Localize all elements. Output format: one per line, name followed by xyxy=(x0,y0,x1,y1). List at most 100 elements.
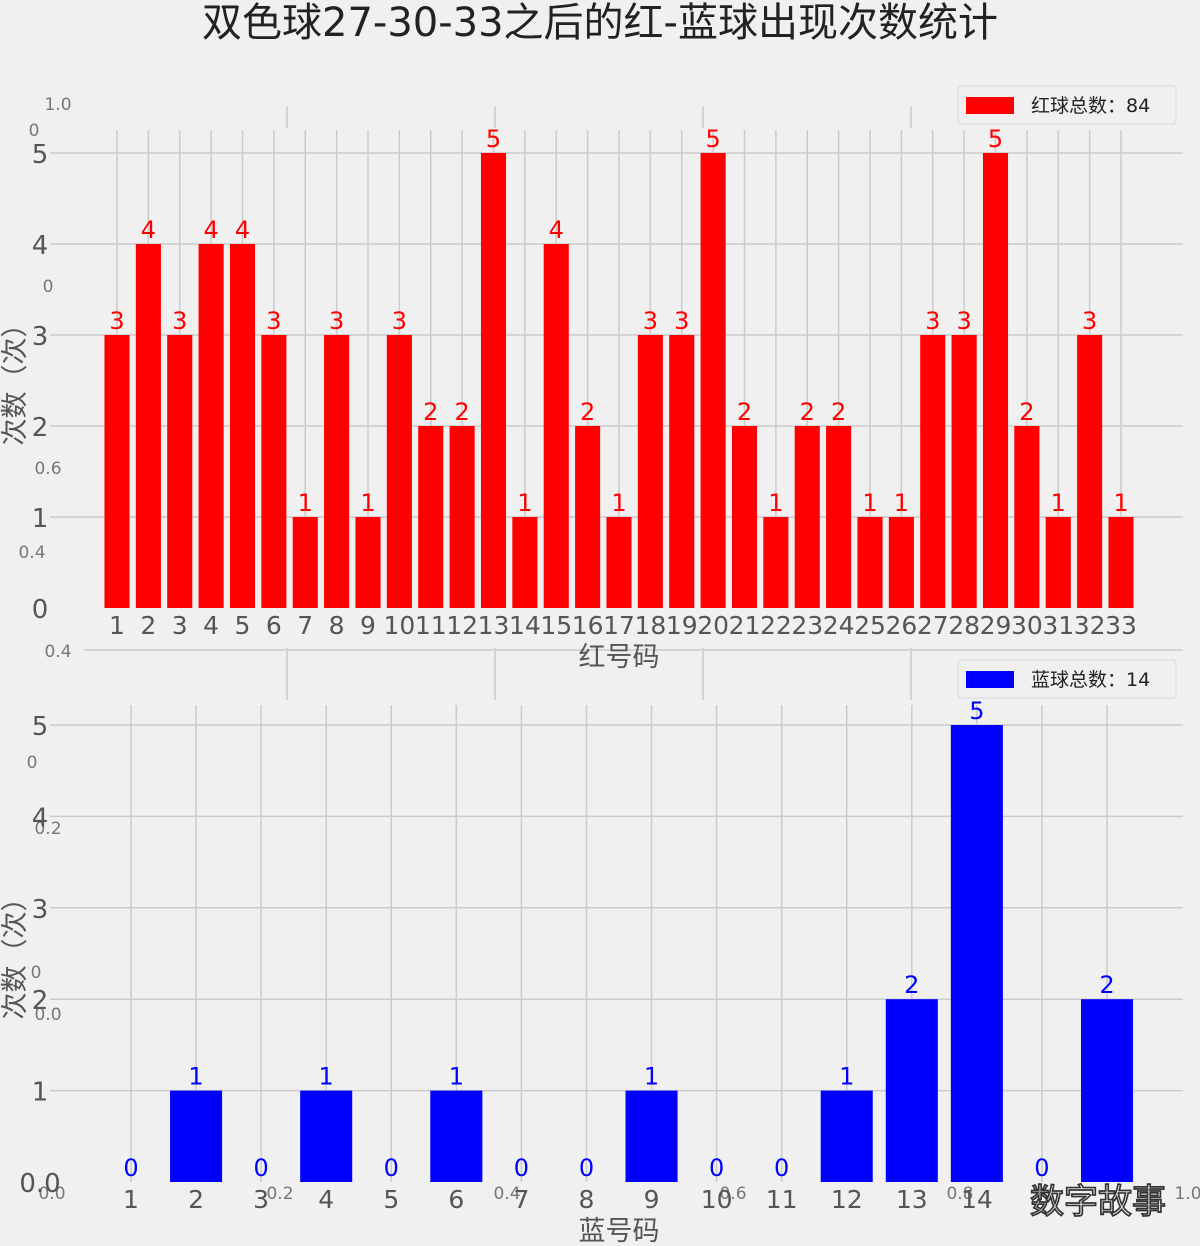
red-x-tick-label: 23 xyxy=(791,611,823,640)
ghost-bottom-tick: 1.0 xyxy=(1174,1184,1200,1204)
blue-data-label: 1 xyxy=(839,1063,854,1091)
blue-y-tick-label: 4 xyxy=(32,803,49,833)
blue-y-axis-label: 次数（次） xyxy=(0,885,31,1020)
red-x-tick-label: 15 xyxy=(540,611,572,640)
ghost-left-tick: 0.0 xyxy=(34,1005,61,1025)
red-data-label: 1 xyxy=(1051,489,1066,517)
blue-x-tick-label: 8 xyxy=(579,1185,595,1214)
red-x-tick-label: 2 xyxy=(140,611,156,640)
red-bar xyxy=(198,244,224,608)
red-chart-bars xyxy=(104,153,1134,608)
red-data-label: 3 xyxy=(1082,307,1097,335)
red-x-tick-label: 3 xyxy=(172,611,188,640)
blue-data-label: 0 xyxy=(774,1154,789,1182)
red-bar xyxy=(418,426,444,608)
red-bar xyxy=(1108,517,1134,608)
blue-x-tick-label: 2 xyxy=(188,1185,204,1214)
red-x-tick-label: 18 xyxy=(634,611,666,640)
red-y-tick-label: 4 xyxy=(32,231,49,261)
red-legend-label: 红球总数：84 xyxy=(1031,95,1150,117)
red-data-label: 2 xyxy=(580,398,595,426)
blue-data-label: 0 xyxy=(1034,1154,1049,1182)
red-y-axis-label: 次数（次） xyxy=(0,311,31,446)
red-x-tick-label: 28 xyxy=(948,611,980,640)
blue-chart-bars xyxy=(170,725,1134,1182)
blue-bar xyxy=(170,1090,223,1182)
red-bar xyxy=(480,153,507,608)
blue-y-tick-label: 5 xyxy=(32,712,49,742)
red-x-tick-label: 10 xyxy=(383,611,415,640)
red-data-label: 3 xyxy=(109,307,124,335)
blue-data-label: 0 xyxy=(579,1154,594,1182)
red-x-tick-label: 19 xyxy=(666,611,698,640)
blue-legend: 蓝球总数：14 xyxy=(957,659,1177,699)
red-y-tick-label: 0 xyxy=(32,595,49,625)
red-data-label: 1 xyxy=(1113,489,1128,517)
ghost-left-tick: 0 xyxy=(31,963,42,983)
blue-legend-swatch xyxy=(966,671,1014,688)
red-data-label: 5 xyxy=(988,125,1003,153)
blue-chart-y-ticks: 0.0 1 2 3 4 5 xyxy=(19,712,60,1199)
red-data-label: 3 xyxy=(392,307,407,335)
blue-x-axis-label: 蓝号码 xyxy=(579,1216,660,1246)
red-data-label: 3 xyxy=(266,307,281,335)
blue-data-label: 2 xyxy=(1099,971,1114,999)
watermark: 数字故事 xyxy=(1030,1182,1166,1222)
red-x-tick-label: 27 xyxy=(917,611,949,640)
red-x-tick-label: 5 xyxy=(235,611,251,640)
red-bar xyxy=(794,426,820,608)
red-bar xyxy=(261,335,287,608)
red-bar xyxy=(575,426,601,608)
red-x-tick-label: 1 xyxy=(109,611,125,640)
red-x-tick-label: 16 xyxy=(572,611,604,640)
red-bar xyxy=(606,517,632,608)
ghost-left-tick: 1.0 xyxy=(44,95,71,115)
red-bar xyxy=(857,517,883,608)
red-data-label: 2 xyxy=(423,398,438,426)
red-data-label: 1 xyxy=(517,489,532,517)
red-data-label: 1 xyxy=(360,489,375,517)
blue-data-label: 2 xyxy=(904,971,919,999)
blue-bar xyxy=(625,1090,678,1182)
blue-x-tick-label: 1 xyxy=(123,1185,139,1214)
blue-x-tick-label: 10 xyxy=(701,1185,733,1214)
ghost-bottom-tick: 0.0 xyxy=(38,1184,65,1204)
red-x-tick-label: 31 xyxy=(1042,611,1074,640)
ghost-bottom-tick: 0.2 xyxy=(266,1184,293,1204)
blue-chart-data-labels: 0 1 0 1 0 1 0 0 1 0 0 1 2 5 0 2 xyxy=(123,697,1114,1182)
red-x-tick-label: 33 xyxy=(1105,611,1137,640)
red-bar xyxy=(543,244,569,608)
blue-data-label: 5 xyxy=(969,697,984,725)
red-x-tick-label: 21 xyxy=(729,611,761,640)
blue-data-label: 1 xyxy=(644,1063,659,1091)
red-x-tick-label: 8 xyxy=(329,611,345,640)
red-x-tick-label: 24 xyxy=(823,611,855,640)
red-data-label: 3 xyxy=(956,307,971,335)
red-data-label: 1 xyxy=(298,489,313,517)
red-x-tick-label: 20 xyxy=(697,611,729,640)
red-data-label: 3 xyxy=(925,307,940,335)
red-bar xyxy=(135,244,161,608)
blue-x-tick-label: 11 xyxy=(766,1185,798,1214)
red-bar xyxy=(826,426,852,608)
red-x-tick-label: 29 xyxy=(980,611,1012,640)
red-x-tick-label: 6 xyxy=(266,611,282,640)
red-bar xyxy=(637,335,663,608)
blue-data-label: 0 xyxy=(709,1154,724,1182)
red-x-tick-label: 30 xyxy=(1011,611,1043,640)
blue-y-tick-label: 2 xyxy=(32,986,49,1016)
blue-y-tick-label: 0.0 xyxy=(19,1169,60,1199)
red-bar xyxy=(449,426,475,608)
red-legend: 红球总数：84 xyxy=(957,85,1177,125)
blue-y-tick-label: 1 xyxy=(32,1078,49,1108)
ghost-left-tick: 0 xyxy=(29,121,40,141)
red-data-label: 2 xyxy=(831,398,846,426)
red-bar xyxy=(512,517,538,608)
red-x-tick-label: 22 xyxy=(760,611,792,640)
ghost-left-tick: 0 xyxy=(43,277,54,297)
blue-data-label: 0 xyxy=(123,1154,138,1182)
